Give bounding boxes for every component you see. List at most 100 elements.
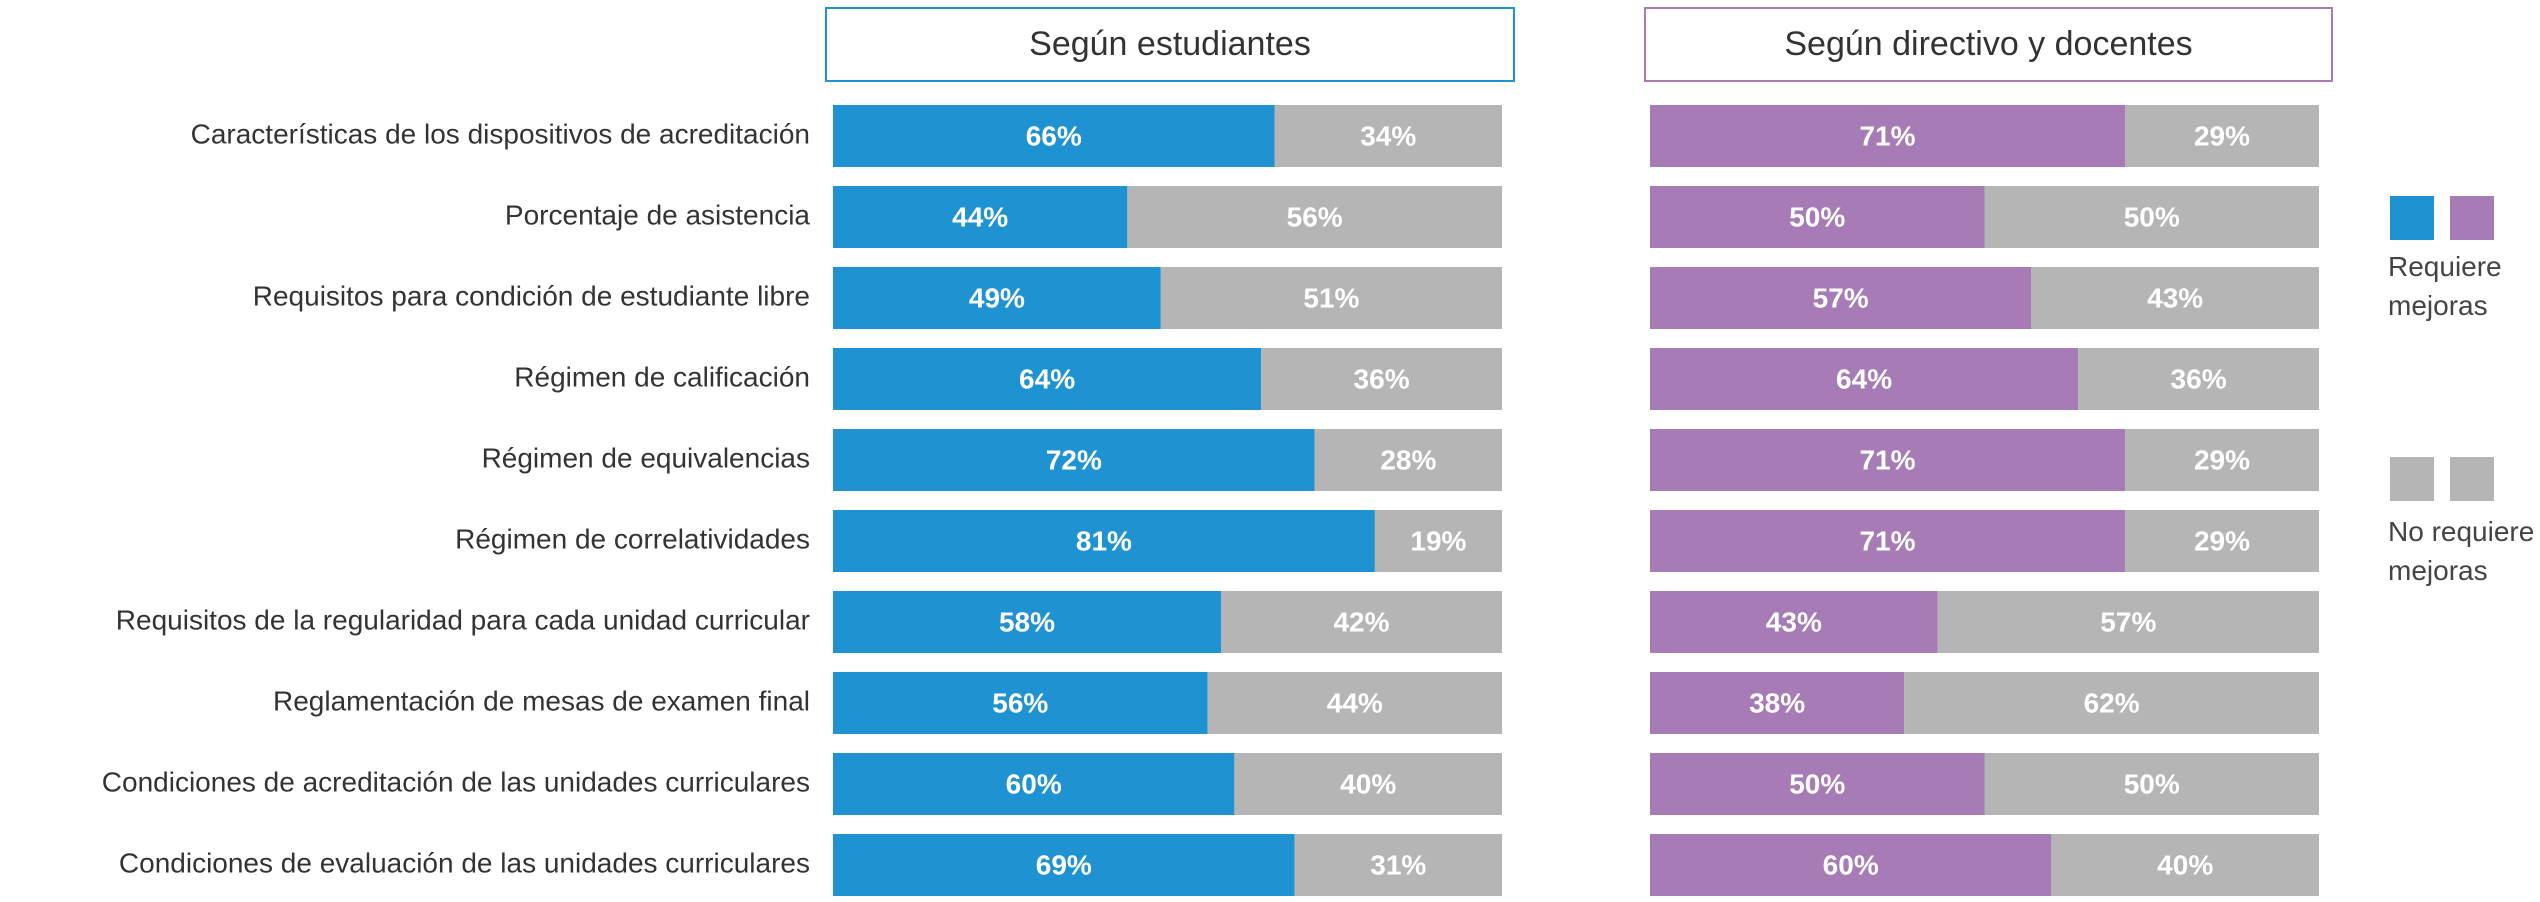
bar-segment xyxy=(1650,267,2032,329)
bar-segment xyxy=(833,186,1128,248)
value-label: 57% xyxy=(2100,606,2156,637)
value-label: 31% xyxy=(1370,849,1426,880)
legend-swatch xyxy=(2450,457,2494,501)
value-label: 36% xyxy=(2171,363,2227,394)
category-label: Régimen de equivalencias xyxy=(482,442,810,473)
value-label: 66% xyxy=(1026,120,1082,151)
value-label: 56% xyxy=(992,687,1048,718)
category-label: Características de los dispositivos de a… xyxy=(191,118,810,149)
bar-segment xyxy=(833,105,1275,167)
value-label: 19% xyxy=(1410,525,1466,556)
bar-segment xyxy=(1650,672,1905,734)
value-label: 42% xyxy=(1333,606,1389,637)
bar-segment xyxy=(1650,105,2125,167)
bar-segment xyxy=(1374,510,1502,572)
bar-segment xyxy=(1984,753,2319,815)
value-label: 44% xyxy=(952,201,1008,232)
title-box xyxy=(825,7,1515,82)
bar-segment xyxy=(1937,591,2319,653)
title-box xyxy=(1644,7,2333,82)
value-label: 36% xyxy=(1354,363,1410,394)
legend-swatch xyxy=(2450,196,2494,240)
value-label: 64% xyxy=(1019,363,1075,394)
bar-segment xyxy=(1650,510,2125,572)
value-label: 64% xyxy=(1836,363,1892,394)
value-label: 50% xyxy=(2124,201,2180,232)
category-label: Condiciones de evaluación de las unidade… xyxy=(119,847,810,878)
value-label: 49% xyxy=(969,282,1025,313)
category-label: Reglamentación de mesas de examen final xyxy=(273,685,810,716)
bar-segment xyxy=(1261,348,1502,410)
legend-swatch xyxy=(2390,457,2434,501)
bar-segment xyxy=(1314,429,1502,491)
bar-segment xyxy=(1207,672,1502,734)
bar-segment xyxy=(833,348,1262,410)
value-label: 38% xyxy=(1749,687,1805,718)
category-label: Condiciones de acreditación de las unida… xyxy=(102,766,810,797)
category-label: Régimen de correlatividades xyxy=(455,523,810,554)
value-label: 28% xyxy=(1380,444,1436,475)
value-label: 71% xyxy=(1859,444,1915,475)
bar-segment xyxy=(1234,753,1502,815)
bar-segment xyxy=(2051,834,2319,896)
value-label: 50% xyxy=(1789,201,1845,232)
value-label: 81% xyxy=(1076,525,1132,556)
bar-segment xyxy=(833,672,1208,734)
value-label: 29% xyxy=(2194,120,2250,151)
value-label: 71% xyxy=(1859,525,1915,556)
bar-segment xyxy=(1650,834,2052,896)
bar-segment xyxy=(1650,186,1985,248)
bar-segment xyxy=(1650,348,2079,410)
value-label: 51% xyxy=(1303,282,1359,313)
bar-segment xyxy=(833,834,1295,896)
bar-segment xyxy=(1984,186,2319,248)
chart-title: Según estudiantes xyxy=(1029,25,1311,63)
bar-segment xyxy=(833,510,1375,572)
bar-segment xyxy=(1274,105,1502,167)
value-label: 43% xyxy=(1766,606,1822,637)
bar-segment xyxy=(833,591,1222,653)
bar-segment xyxy=(1294,834,1502,896)
value-label: 71% xyxy=(1859,120,1915,151)
bar-segment xyxy=(1650,591,1938,653)
value-label: 62% xyxy=(2084,687,2140,718)
value-label: 34% xyxy=(1360,120,1416,151)
bar-segment xyxy=(1650,753,1985,815)
value-label: 60% xyxy=(1823,849,1879,880)
bar-segment xyxy=(833,429,1315,491)
bar-segment xyxy=(833,267,1161,329)
legend-label: No requiere mejoras xyxy=(2388,516,2535,586)
value-label: 29% xyxy=(2194,444,2250,475)
category-label: Requisitos de la regularidad para cada u… xyxy=(116,604,810,635)
bar-segment xyxy=(1221,591,1502,653)
value-label: 29% xyxy=(2194,525,2250,556)
value-label: 43% xyxy=(2147,282,2203,313)
value-label: 50% xyxy=(2124,768,2180,799)
legend-swatch xyxy=(2390,196,2434,240)
bar-segment xyxy=(2078,348,2319,410)
value-label: 72% xyxy=(1046,444,1102,475)
chart-title: Según directivo y docentes xyxy=(1784,25,2192,63)
bar-segment xyxy=(2124,105,2319,167)
bar-segment xyxy=(1127,186,1502,248)
category-label: Régimen de calificación xyxy=(514,361,810,392)
bar-segment xyxy=(2124,510,2319,572)
bar-segment xyxy=(2124,429,2319,491)
category-label: Requisitos para condición de estudiante … xyxy=(253,280,810,311)
category-label: Porcentaje de asistencia xyxy=(505,199,811,230)
value-label: 40% xyxy=(2157,849,2213,880)
value-label: 40% xyxy=(1340,768,1396,799)
bar-segment xyxy=(833,753,1235,815)
value-label: 57% xyxy=(1813,282,1869,313)
value-label: 56% xyxy=(1287,201,1343,232)
value-label: 50% xyxy=(1789,768,1845,799)
bar-segment xyxy=(1650,429,2125,491)
bar-segment xyxy=(2031,267,2319,329)
value-label: 69% xyxy=(1036,849,1092,880)
value-label: 60% xyxy=(1006,768,1062,799)
value-label: 44% xyxy=(1327,687,1383,718)
bar-segment xyxy=(1160,267,1502,329)
bar-segment xyxy=(1904,672,2319,734)
